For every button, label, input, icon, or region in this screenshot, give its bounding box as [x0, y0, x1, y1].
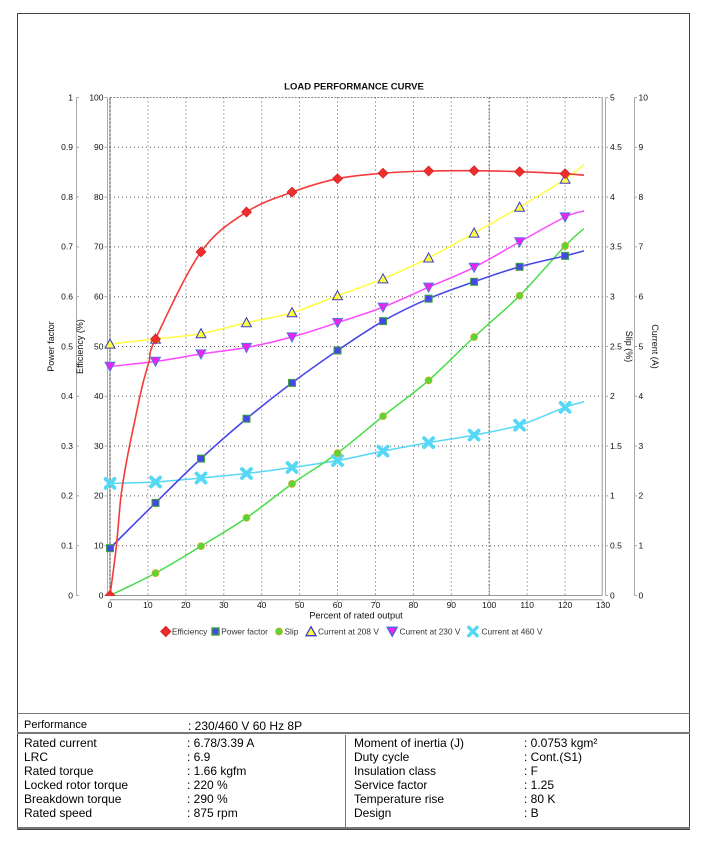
svg-text:110: 110	[520, 600, 534, 610]
svg-text:60: 60	[94, 292, 104, 302]
svg-text:80: 80	[94, 192, 104, 202]
svg-text:0.6: 0.6	[61, 292, 73, 302]
svg-text:0: 0	[108, 600, 113, 610]
svg-text:0.9: 0.9	[61, 142, 73, 152]
svg-text:4: 4	[639, 391, 644, 401]
svg-text:50: 50	[295, 600, 305, 610]
svg-text:0.5: 0.5	[610, 541, 622, 551]
svg-text:LOAD PERFORMANCE CURVE: LOAD PERFORMANCE CURVE	[284, 82, 424, 93]
svg-text:10: 10	[143, 600, 153, 610]
svg-text:1: 1	[68, 92, 73, 102]
svg-text:40: 40	[94, 391, 104, 401]
svg-text:0: 0	[639, 590, 644, 600]
svg-text:5: 5	[639, 341, 644, 351]
svg-text:0.8: 0.8	[61, 192, 73, 202]
svg-text:30: 30	[94, 441, 104, 451]
svg-text:90: 90	[447, 600, 457, 610]
svg-text:3: 3	[610, 292, 615, 302]
svg-text:3.5: 3.5	[610, 242, 622, 252]
svg-text:60: 60	[333, 600, 343, 610]
svg-text:0.1: 0.1	[61, 541, 73, 551]
svg-text:10: 10	[94, 541, 104, 551]
svg-text:0: 0	[99, 590, 104, 600]
svg-text:Current at 460 V: Current at 460 V	[482, 626, 543, 636]
svg-text:2: 2	[610, 391, 615, 401]
svg-text:0.5: 0.5	[61, 341, 73, 351]
svg-text:70: 70	[371, 600, 381, 610]
svg-text:2.5: 2.5	[610, 341, 622, 351]
svg-text:Power factor: Power factor	[221, 626, 268, 636]
svg-text:0.2: 0.2	[61, 491, 73, 501]
svg-text:1: 1	[639, 541, 644, 551]
svg-text:20: 20	[181, 600, 191, 610]
svg-text:40: 40	[257, 600, 267, 610]
svg-text:Efficiency (%): Efficiency (%)	[75, 319, 85, 374]
svg-text:8: 8	[639, 192, 644, 202]
svg-text:3: 3	[639, 441, 644, 451]
svg-text:Efficiency: Efficiency	[172, 626, 208, 636]
svg-text:10: 10	[639, 92, 649, 102]
svg-text:6: 6	[639, 292, 644, 302]
svg-text:Slip (%): Slip (%)	[624, 331, 634, 363]
svg-text:100: 100	[482, 600, 496, 610]
svg-text:0.7: 0.7	[61, 242, 73, 252]
svg-text:4.5: 4.5	[610, 142, 622, 152]
svg-text:100: 100	[89, 92, 103, 102]
svg-text:Slip: Slip	[285, 626, 299, 636]
svg-text:70: 70	[94, 242, 104, 252]
svg-text:Power factor: Power factor	[46, 321, 56, 372]
svg-text:Percent of rated output: Percent of rated output	[309, 611, 403, 621]
svg-text:9: 9	[639, 142, 644, 152]
svg-text:50: 50	[94, 341, 104, 351]
svg-text:Current at 208 V: Current at 208 V	[318, 626, 379, 636]
svg-text:80: 80	[409, 600, 419, 610]
svg-text:0: 0	[610, 590, 615, 600]
svg-text:Current at 230 V: Current at 230 V	[400, 626, 461, 636]
svg-text:30: 30	[219, 600, 229, 610]
svg-text:1: 1	[610, 491, 615, 501]
svg-text:4: 4	[610, 192, 615, 202]
svg-text:90: 90	[94, 142, 104, 152]
svg-text:7: 7	[639, 242, 644, 252]
svg-text:120: 120	[558, 600, 572, 610]
svg-text:130: 130	[596, 600, 610, 610]
svg-text:1.5: 1.5	[610, 441, 622, 451]
svg-text:5: 5	[610, 92, 615, 102]
svg-text:2: 2	[639, 491, 644, 501]
svg-text:20: 20	[94, 491, 104, 501]
svg-text:0.3: 0.3	[61, 441, 73, 451]
svg-text:0: 0	[68, 590, 73, 600]
svg-text:0.4: 0.4	[61, 391, 73, 401]
svg-text:Current (A): Current (A)	[650, 324, 660, 369]
